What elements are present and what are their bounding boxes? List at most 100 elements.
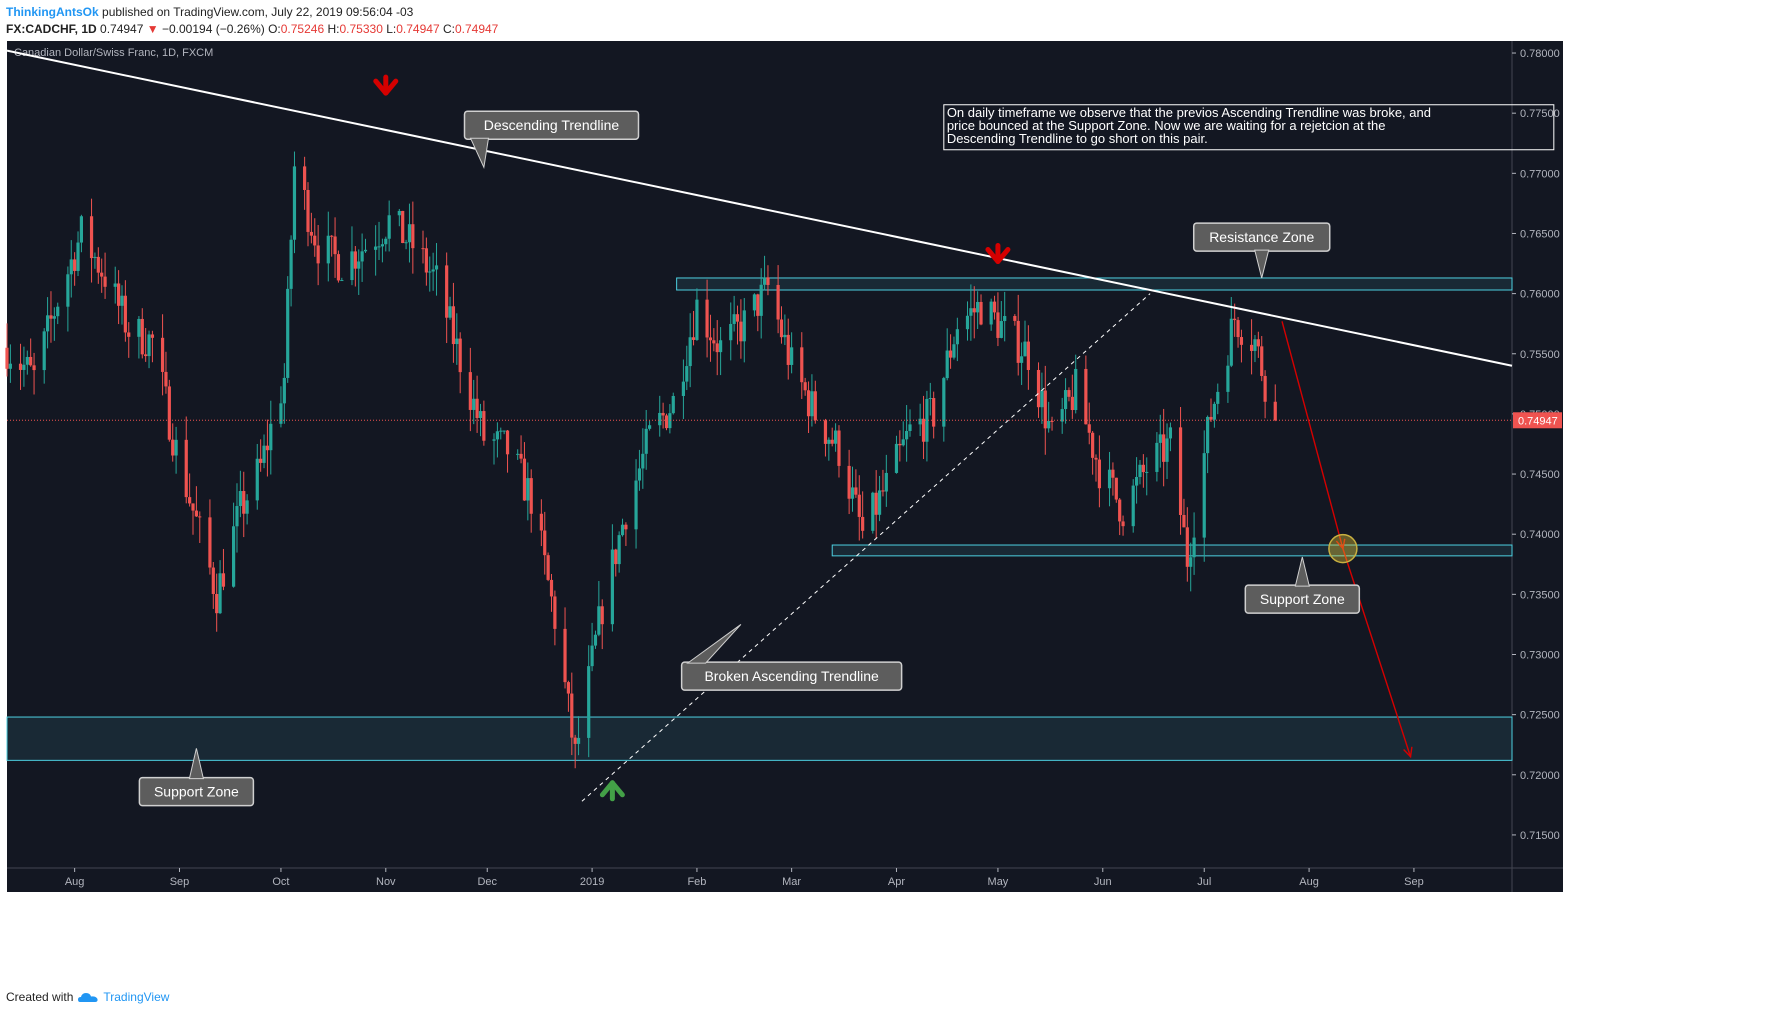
resistance-zone[interactable] bbox=[676, 277, 1513, 291]
callout-descending-trendline[interactable]: Descending Trendline bbox=[463, 110, 640, 170]
candle-body bbox=[1216, 391, 1220, 404]
candle-body bbox=[874, 492, 878, 515]
candle-body bbox=[25, 356, 29, 365]
candle-body bbox=[73, 259, 77, 271]
candle-body bbox=[861, 516, 865, 531]
candle-body bbox=[160, 337, 165, 372]
close-value: 0.74947 bbox=[454, 22, 499, 36]
y-tick-label: 0.73500 bbox=[1520, 589, 1560, 601]
candle-body bbox=[360, 251, 364, 262]
callout-tail bbox=[1254, 249, 1270, 279]
candle-body bbox=[715, 343, 719, 353]
candle-body bbox=[103, 276, 107, 287]
descending-trendline[interactable] bbox=[6, 49, 1513, 367]
plot-area[interactable] bbox=[7, 41, 1512, 865]
candle-body bbox=[617, 535, 621, 565]
candle-body bbox=[549, 579, 554, 597]
candle-body bbox=[881, 490, 885, 492]
candle-body bbox=[1141, 464, 1145, 473]
candle-body bbox=[1155, 442, 1159, 472]
x-tick-label: Nov bbox=[376, 876, 396, 888]
note-border bbox=[943, 104, 1555, 151]
time-axis[interactable] bbox=[7, 868, 1512, 892]
candle-body bbox=[1013, 316, 1017, 321]
callout-support-zone-right[interactable]: Support Zone bbox=[1244, 556, 1361, 614]
candle-body bbox=[637, 468, 642, 481]
candle-body bbox=[729, 323, 733, 341]
callout-broken-ascending[interactable]: Broken Ascending Trendline bbox=[680, 624, 903, 691]
candle-body bbox=[519, 453, 523, 459]
symbol-text: FX:CADCHF, 1D bbox=[6, 22, 97, 36]
candle-body bbox=[215, 593, 219, 614]
candle-body bbox=[1168, 427, 1173, 439]
candle-body bbox=[387, 215, 391, 239]
candle-body bbox=[458, 338, 462, 373]
candle-body bbox=[397, 210, 401, 216]
broken-ascending-trendline[interactable] bbox=[581, 293, 1151, 802]
candle-body bbox=[685, 366, 689, 382]
candle-body bbox=[218, 573, 222, 614]
candle-body bbox=[401, 210, 405, 243]
candle-body bbox=[969, 308, 973, 316]
callout-resistance-zone[interactable]: Resistance Zone bbox=[1192, 222, 1331, 279]
author-link[interactable]: ThinkingAntsOk bbox=[6, 5, 99, 19]
last-price: 0.74947 bbox=[100, 22, 144, 36]
candle-body bbox=[384, 238, 388, 245]
y-tick-label: 0.73000 bbox=[1520, 649, 1560, 661]
candle-body bbox=[127, 332, 131, 337]
callout-tail bbox=[188, 748, 205, 780]
candle-body bbox=[576, 737, 581, 744]
callout-support-zone-left[interactable]: Support Zone bbox=[138, 748, 255, 807]
callout-box bbox=[680, 661, 903, 691]
candle-body bbox=[972, 308, 976, 313]
callout-tail bbox=[686, 624, 742, 664]
candle-body bbox=[1233, 318, 1237, 321]
candle-body bbox=[144, 354, 148, 357]
candle-body bbox=[756, 294, 760, 316]
candle-body bbox=[411, 224, 415, 249]
candle-body bbox=[245, 500, 249, 514]
candle-body bbox=[1070, 396, 1074, 411]
candle-body bbox=[664, 415, 669, 429]
support-zone-right[interactable] bbox=[831, 544, 1513, 557]
candle-body bbox=[231, 526, 236, 587]
candle-body bbox=[495, 431, 499, 440]
candle-body bbox=[644, 428, 648, 454]
candle-body bbox=[624, 524, 628, 530]
candle-body bbox=[76, 242, 80, 271]
candle-body bbox=[1178, 427, 1183, 515]
candle-body bbox=[783, 334, 787, 338]
candle-body bbox=[117, 283, 121, 306]
tradingview-link[interactable]: TradingView bbox=[103, 990, 170, 1004]
price-axis[interactable] bbox=[1512, 41, 1563, 865]
y-tick-label: 0.71500 bbox=[1520, 830, 1560, 842]
candle-body bbox=[681, 381, 686, 396]
callout-tail bbox=[1294, 556, 1310, 587]
candle-body bbox=[313, 235, 317, 246]
ohlc-line: FX:CADCHF, 1D 0.74947 ▼ −0.00194 (−0.26%… bbox=[6, 22, 498, 36]
candle-body bbox=[976, 301, 980, 313]
candle-body bbox=[1114, 477, 1118, 500]
chart-header: ThinkingAntsOk published on TradingView.… bbox=[0, 0, 1771, 40]
target-circle bbox=[1328, 533, 1358, 564]
candle-body bbox=[921, 418, 926, 442]
candle-body bbox=[705, 299, 709, 338]
analysis-note[interactable]: On daily timeframe we observe that the p… bbox=[943, 104, 1555, 151]
candle-body bbox=[1023, 341, 1027, 357]
support-zone-left[interactable] bbox=[6, 716, 1513, 761]
close-label: C: bbox=[442, 22, 455, 36]
x-tick-label: Apr bbox=[888, 876, 905, 888]
published-text: published on TradingView.com, July 22, 2… bbox=[102, 5, 414, 19]
candle-body bbox=[1138, 464, 1142, 477]
candle-body bbox=[279, 403, 283, 424]
candle-body bbox=[1229, 318, 1233, 366]
candle-body bbox=[1087, 424, 1091, 433]
candle-body bbox=[905, 430, 909, 440]
candle-body bbox=[475, 398, 479, 419]
candle-body bbox=[1249, 344, 1254, 351]
note-line: Descending Trendline to go short on this… bbox=[947, 131, 1208, 146]
candle-body bbox=[120, 295, 124, 306]
candle-body bbox=[1185, 527, 1189, 567]
candle-body bbox=[49, 315, 53, 319]
price-chart[interactable]: 0.78000 0.77500 0.77000 0.76500 0.76000 0.755… bbox=[0, 40, 1771, 985]
